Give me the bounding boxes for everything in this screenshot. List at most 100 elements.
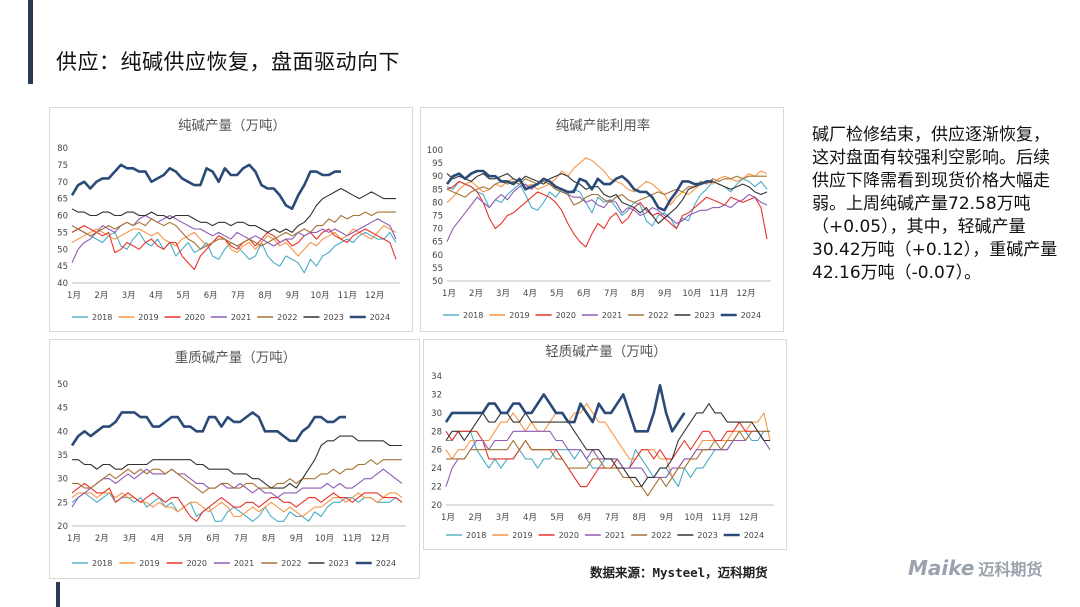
series-line-2020 [446,180,768,248]
chart-capacity-utilization: 纯碱产能利用率 50 55 60 65 70 75 80 85 90 95 100 1月 2月 3月 4月 5月… [420,107,784,332]
x-tick-label: 2月 [95,534,109,544]
y-tick-label: 28 [431,427,442,437]
x-tick-label: 3月 [496,289,510,299]
legend-label-2018: 2018 [92,313,112,322]
legend-label-2019: 2019 [512,531,532,540]
x-tick-label: 9月 [286,291,300,301]
x-tick-label: 11月 [338,291,357,301]
y-tick-label: 35 [57,451,68,461]
legend-label-2018: 2018 [466,531,486,540]
legend-label-2018: 2018 [92,559,112,568]
legend-label-2019: 2019 [139,559,159,568]
chart-title: 重质碱产量（万吨） [175,350,297,366]
legend-label-2024: 2024 [370,313,390,322]
x-tick-label: 1月 [442,289,456,299]
x-tick-label: 11月 [709,289,728,299]
series-line-2022 [72,459,402,494]
y-tick-label: 20 [57,522,68,532]
y-tick-label: 26 [431,446,442,456]
x-tick-label: 2月 [94,291,108,301]
y-tick-label: 80 [57,144,68,154]
series-line-2024 [445,169,713,212]
footer-accent-bar [56,582,60,607]
y-tick-label: 55 [57,228,68,238]
y-tick-label: 24 [431,464,442,474]
x-tick-label: 4月 [523,513,537,523]
y-tick-label: 50 [432,277,443,287]
chart-heavy-soda-output: 重质碱产量（万吨） 20 25 30 35 40 45 50 1月 2月 3月 4月 5月 6月 7月 8月 9… [49,339,420,579]
y-tick-label: 50 [57,245,68,255]
y-tick-label: 65 [57,195,68,205]
x-tick-label: 6月 [577,289,591,299]
y-tick-label: 55 [432,264,443,274]
x-tick-label: 5月 [176,291,190,301]
legend-label-2023: 2023 [323,313,343,322]
y-tick-label: 25 [57,498,68,508]
y-tick-label: 40 [57,427,68,437]
legend-label-2019: 2019 [138,313,158,322]
chart-svg-util: 纯碱产能利用率 50 55 60 65 70 75 80 85 90 95 100 1月 2月 3月 4月 5月… [427,117,771,320]
legend-label-2021: 2021 [602,311,622,320]
y-tick-label: 30 [431,409,442,419]
series-line-2024 [70,163,341,211]
legend-label-2024: 2024 [744,531,764,540]
x-tick-label: 2月 [469,289,483,299]
x-tick-label: 11月 [343,534,362,544]
y-tick-label: 80 [432,198,443,208]
x-tick-label: 7月 [605,513,619,523]
x-tick-label: 7月 [231,291,245,301]
y-tick-label: 60 [432,251,443,261]
commentary-text: 碱厂检修结束，供应逐渐恢复，这对盘面有较强利空影响。后续供应下降需看到现货价格大… [812,125,1058,283]
legend-label-2023: 2023 [694,311,714,320]
chart-light-soda-output: 轻质碱产量（万吨） 20 22 24 26 28 30 32 34 1月 2月 3月 4月 5月 6月 7月 8… [423,339,787,550]
x-tick-label: 3月 [496,513,510,523]
x-tick-label: 7月 [604,289,618,299]
x-tick-label: 10月 [682,289,701,299]
series-line-2024 [70,411,346,447]
x-tick-label: 6月 [578,513,592,523]
chart-title: 轻质碱产量（万吨） [545,344,667,360]
y-tick-label: 95 [432,159,443,169]
legend-label-2022: 2022 [651,531,671,540]
x-tick-label: 3月 [123,534,137,544]
y-tick-label: 100 [427,146,443,156]
legend-label-2022: 2022 [281,559,301,568]
data-source-note: 数据来源：Mysteel，迈科期货 [590,565,768,580]
y-tick-label: 65 [432,238,443,248]
x-tick-label: 12月 [365,291,384,301]
legend-label-2020: 2020 [559,531,579,540]
x-tick-label: 5月 [550,289,564,299]
x-tick-label: 4月 [523,289,537,299]
y-tick-label: 75 [432,212,443,222]
chart-title: 纯碱产能利用率 [556,117,651,134]
series-line-2019 [71,225,397,257]
x-tick-label: 3月 [122,291,136,301]
series-line-2020 [71,482,403,522]
title-accent-bar [28,0,33,84]
x-tick-label: 6月 [204,291,218,301]
legend-label-2019: 2019 [509,311,529,320]
y-tick-label: 22 [431,483,442,493]
logo-latin: Maike [908,556,975,580]
series-line-2022 [446,430,770,497]
y-tick-label: 30 [57,475,68,485]
legend-label-2018: 2018 [463,311,483,320]
x-tick-label: 4月 [149,291,163,301]
y-tick-label: 45 [57,262,68,272]
x-tick-label: 10月 [684,513,703,523]
x-tick-label: 8月 [258,291,272,301]
series-line-2019 [71,492,403,518]
x-tick-label: 11月 [712,513,731,523]
series-line-2023 [445,403,770,488]
x-tick-label: 4月 [151,534,165,544]
y-tick-label: 90 [432,172,443,182]
x-tick-label: 9月 [658,289,672,299]
x-tick-label: 10月 [310,291,329,301]
logo-chinese: 迈科期货 [978,560,1043,579]
x-tick-label: 8月 [262,534,276,544]
legend-label-2021: 2021 [231,313,251,322]
company-logo: Maike 迈科期货 [908,556,1042,580]
series-line-2023 [71,187,396,233]
y-tick-label: 50 [57,380,68,390]
chart-title: 纯碱产量（万吨） [178,118,286,134]
